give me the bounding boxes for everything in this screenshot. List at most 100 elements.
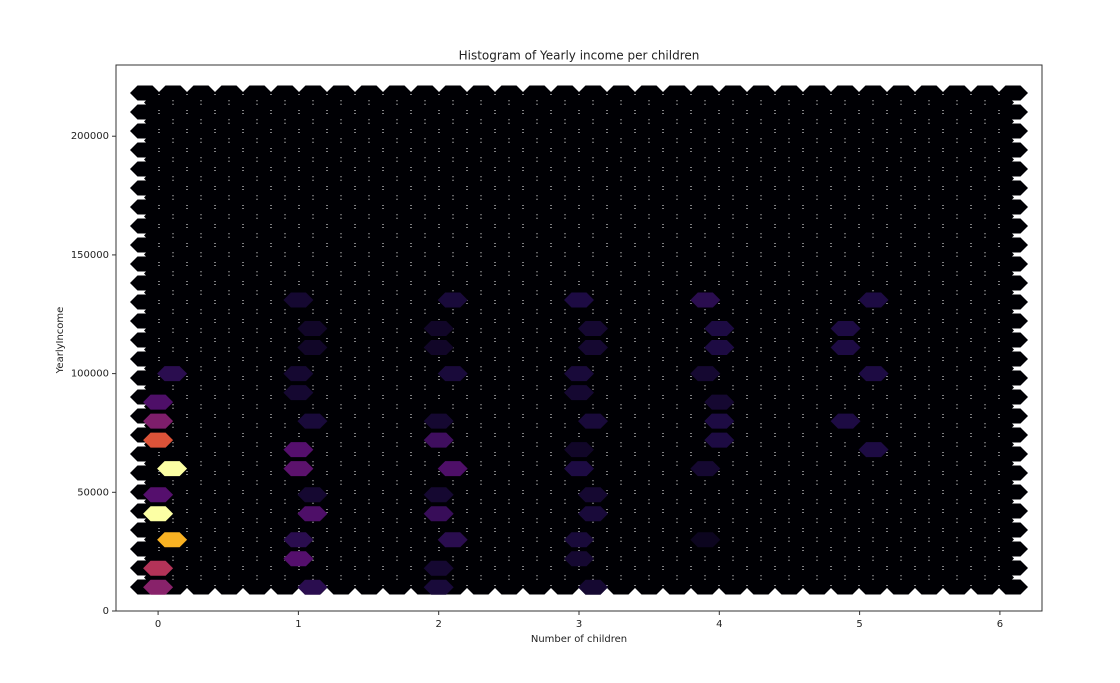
hex-bin — [423, 321, 454, 336]
hex-bin — [704, 394, 735, 410]
hex-bin — [297, 487, 328, 503]
hex-bin — [704, 413, 735, 429]
hex-bin — [143, 506, 174, 522]
hex-bin — [564, 461, 594, 477]
hex-bin — [858, 442, 889, 458]
hex-bin — [157, 366, 188, 382]
empty-hex — [998, 522, 1028, 538]
hex-bin — [830, 321, 861, 336]
hex-bin — [690, 292, 721, 308]
x-tick-label: 4 — [716, 619, 722, 630]
empty-hex — [998, 389, 1028, 405]
hex-bin — [437, 461, 468, 477]
hex-bin — [564, 292, 594, 308]
empty-hex — [998, 104, 1028, 120]
hex-bin — [423, 340, 454, 355]
x-tick-label: 0 — [155, 619, 161, 630]
empty-hex — [998, 408, 1028, 424]
hex-bin — [157, 461, 188, 477]
hex-bin — [283, 461, 314, 477]
x-tick-label: 1 — [295, 619, 301, 630]
empty-hex — [998, 427, 1028, 443]
y-tick-label: 50000 — [77, 487, 109, 498]
empty-hex — [998, 142, 1028, 158]
hex-bin — [578, 487, 608, 503]
hex-bin — [437, 532, 468, 548]
hex-bin — [143, 413, 174, 429]
hex-bin — [858, 292, 889, 308]
hex-bin — [704, 340, 735, 355]
empty-hex — [998, 218, 1028, 234]
hex-bin — [423, 560, 454, 576]
empty-hex — [998, 313, 1028, 329]
hex-bin — [564, 385, 594, 401]
hex-bin — [704, 321, 735, 336]
hex-bin — [423, 432, 454, 448]
empty-hex — [998, 237, 1028, 253]
y-axis-label: YearlyIncome — [55, 307, 66, 375]
hex-bin — [297, 579, 328, 595]
x-tick-label: 3 — [576, 619, 582, 630]
empty-hex — [998, 484, 1028, 500]
hex-bin — [437, 292, 468, 308]
hex-bin — [690, 532, 721, 548]
hex-bin — [578, 506, 608, 522]
empty-hex — [998, 85, 1028, 101]
hex-bin — [143, 394, 174, 410]
empty-hex — [998, 275, 1028, 291]
hex-bin — [297, 413, 328, 429]
hex-bin — [564, 551, 594, 567]
hex-bin — [578, 579, 608, 595]
y-tick-label: 200000 — [71, 131, 109, 142]
empty-hex — [998, 161, 1028, 177]
hex-bin — [297, 340, 328, 355]
hex-bin — [564, 442, 594, 458]
hex-bin — [690, 461, 721, 477]
empty-hex — [998, 199, 1028, 215]
hex-bin — [578, 321, 608, 336]
empty-hex — [998, 370, 1028, 386]
empty-hex — [998, 294, 1028, 310]
empty-hex — [998, 256, 1028, 272]
empty-hex — [998, 579, 1028, 595]
hex-bin — [704, 432, 735, 448]
empty-hex — [998, 560, 1028, 576]
hex-bin — [423, 579, 454, 595]
hex-bin — [297, 506, 328, 522]
empty-hex — [998, 503, 1028, 519]
empty-hex — [998, 541, 1028, 557]
empty-hex — [998, 123, 1028, 139]
empty-hex — [998, 180, 1028, 196]
hex-bin — [578, 340, 608, 355]
hex-bin — [283, 551, 314, 567]
hex-bin — [283, 442, 314, 458]
empty-hex — [998, 351, 1028, 367]
hex-bin — [423, 413, 454, 429]
hex-bin — [830, 413, 861, 429]
empty-hex — [998, 332, 1028, 348]
hex-bin — [690, 366, 721, 382]
hex-bin — [283, 292, 314, 308]
chart-title: Histogram of Yearly income per children — [459, 49, 700, 63]
x-axis-label: Number of children — [531, 634, 627, 645]
hex-bin — [283, 532, 314, 548]
y-tick-label: 150000 — [71, 250, 109, 261]
y-tick-label: 100000 — [71, 369, 109, 380]
hex-bin — [423, 487, 454, 503]
hex-bin — [283, 385, 314, 401]
y-tick-label: 0 — [103, 606, 109, 617]
hex-bin — [423, 506, 454, 522]
hex-bin — [564, 532, 594, 548]
hex-bin — [564, 366, 594, 382]
x-tick-label: 5 — [856, 619, 862, 630]
hex-bin — [830, 340, 861, 355]
hex-bin — [143, 560, 174, 576]
hex-bin — [858, 366, 889, 382]
empty-hex — [998, 465, 1028, 481]
x-tick-label: 2 — [436, 619, 442, 630]
empty-hex — [998, 446, 1028, 462]
x-tick-label: 6 — [997, 619, 1003, 630]
hex-bin — [143, 432, 174, 448]
hex-bin — [143, 579, 174, 595]
